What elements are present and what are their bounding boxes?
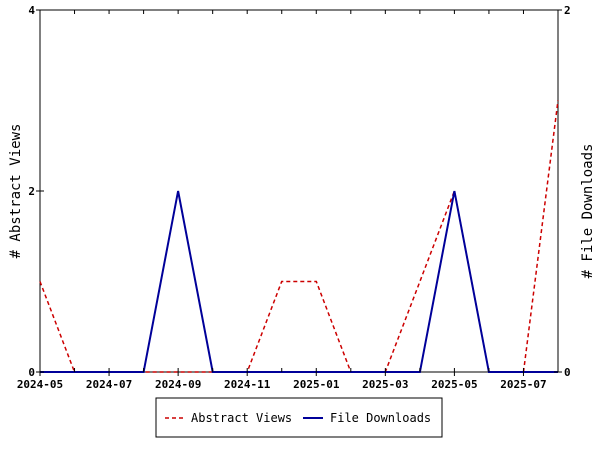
legend-label-abstract-views: Abstract Views bbox=[191, 411, 292, 425]
legend-label-file-downloads: File Downloads bbox=[330, 411, 431, 425]
legend: Abstract Views File Downloads bbox=[155, 397, 443, 438]
y-left-tick-label: 0 bbox=[28, 366, 35, 379]
y-axis-left-title: # Abstract Views bbox=[8, 124, 24, 259]
x-tick-label: 2025-03 bbox=[362, 378, 408, 391]
y-right-tick-label: 2 bbox=[564, 4, 571, 17]
x-tick-label: 2025-01 bbox=[293, 378, 340, 391]
y-right-tick-label: 0 bbox=[564, 366, 571, 379]
x-tick-label: 2025-07 bbox=[500, 378, 546, 391]
x-tick-label: 2024-05 bbox=[17, 378, 63, 391]
legend-box bbox=[155, 397, 443, 438]
plot-area bbox=[39, 9, 559, 373]
y-axis-right-title: # File Downloads bbox=[580, 144, 596, 279]
ticks-layer: 2024-05 2024-07 2024-09 2024-11 2025-01 2025-… bbox=[17, 4, 571, 391]
y-left-tick-label: 4 bbox=[28, 4, 35, 17]
series-line-file-downloads bbox=[40, 190, 558, 373]
y-left-tick-label: 2 bbox=[28, 185, 35, 198]
x-tick-label: 2024-09 bbox=[155, 378, 201, 391]
x-tick-label: 2024-11 bbox=[224, 378, 271, 391]
x-tick-label: 2025-05 bbox=[431, 378, 477, 391]
x-tick-label: 2024-07 bbox=[86, 378, 132, 391]
series-layer bbox=[39, 100, 559, 373]
